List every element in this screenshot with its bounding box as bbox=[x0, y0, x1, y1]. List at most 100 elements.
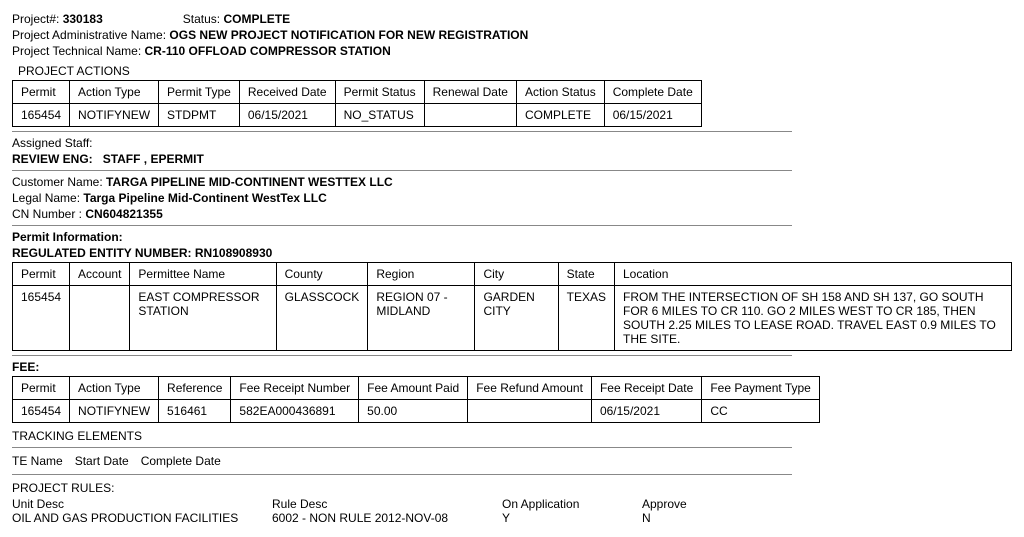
permit-info-table: Permit Account Permittee Name County Reg… bbox=[12, 262, 1012, 351]
project-num-label: Project#: bbox=[12, 12, 59, 26]
col-header: Renewal Date bbox=[424, 81, 516, 104]
table-row: 165454 NOTIFYNEW 516461 582EA000436891 5… bbox=[13, 400, 820, 423]
customer-line: Customer Name: TARGA PIPELINE MID-CONTIN… bbox=[12, 175, 1012, 189]
cell: 165454 bbox=[13, 400, 70, 423]
col-header: Action Status bbox=[516, 81, 604, 104]
col-header: Fee Refund Amount bbox=[468, 377, 592, 400]
col-header: Fee Receipt Number bbox=[231, 377, 359, 400]
cell: NOTIFYNEW bbox=[70, 400, 159, 423]
fee-table: Permit Action Type Reference Fee Receipt… bbox=[12, 376, 820, 423]
divider bbox=[12, 225, 792, 226]
regulated-entity-number: REGULATED ENTITY NUMBER: RN108908930 bbox=[12, 246, 1012, 260]
cn-label: CN Number : bbox=[12, 207, 82, 221]
assigned-staff-line: REVIEW ENG: STAFF , EPERMIT bbox=[12, 152, 1012, 166]
col-header: Approve bbox=[642, 497, 742, 511]
cell bbox=[424, 104, 516, 127]
table-header-row: Permit Action Type Permit Type Received … bbox=[13, 81, 702, 104]
tracking-table: TE Name Start Date Complete Date bbox=[12, 452, 233, 470]
legal-line: Legal Name: Targa Pipeline Mid-Continent… bbox=[12, 191, 1012, 205]
table-header-row: Permit Action Type Reference Fee Receipt… bbox=[13, 377, 820, 400]
admin-name: OGS NEW PROJECT NOTIFICATION FOR NEW REG… bbox=[169, 28, 528, 42]
col-header: Complete Date bbox=[141, 452, 233, 470]
cell: EAST COMPRESSOR STATION bbox=[130, 286, 276, 351]
project-num: 330183 bbox=[63, 12, 103, 26]
col-header: Permit Type bbox=[159, 81, 240, 104]
cell: 516461 bbox=[159, 400, 231, 423]
admin-name-label: Project Administrative Name: bbox=[12, 28, 166, 42]
col-header: Permittee Name bbox=[130, 263, 276, 286]
col-header: Action Type bbox=[70, 377, 159, 400]
cell: 06/15/2021 bbox=[591, 400, 701, 423]
table-header-row: Permit Account Permittee Name County Reg… bbox=[13, 263, 1012, 286]
divider bbox=[12, 474, 792, 475]
project-actions-table: Permit Action Type Permit Type Received … bbox=[12, 80, 702, 127]
col-header: Permit bbox=[13, 81, 70, 104]
cn-line: CN Number : CN604821355 bbox=[12, 207, 1012, 221]
col-header: Action Type bbox=[70, 81, 159, 104]
status-value: COMPLETE bbox=[223, 12, 290, 26]
divider bbox=[12, 355, 792, 356]
col-header: Fee Amount Paid bbox=[359, 377, 468, 400]
cell: COMPLETE bbox=[516, 104, 604, 127]
cell bbox=[70, 286, 130, 351]
cell: FROM THE INTERSECTION OF SH 158 AND SH 1… bbox=[615, 286, 1012, 351]
cell: GLASSCOCK bbox=[276, 286, 368, 351]
col-header: Permit bbox=[13, 263, 70, 286]
col-header: County bbox=[276, 263, 368, 286]
tracking-title: TRACKING ELEMENTS bbox=[12, 429, 1012, 443]
col-header: Fee Payment Type bbox=[702, 377, 820, 400]
divider bbox=[12, 447, 792, 448]
cell: OIL AND GAS PRODUCTION FACILITIES bbox=[12, 511, 272, 525]
col-header: State bbox=[558, 263, 614, 286]
table-row: 165454 NOTIFYNEW STDPMT 06/15/2021 NO_ST… bbox=[13, 104, 702, 127]
col-header: Account bbox=[70, 263, 130, 286]
divider bbox=[12, 170, 792, 171]
cell: Y bbox=[502, 511, 642, 525]
cell: 50.00 bbox=[359, 400, 468, 423]
cell: REGION 07 - MIDLAND bbox=[368, 286, 475, 351]
cell: N bbox=[642, 511, 742, 525]
col-header: Received Date bbox=[239, 81, 335, 104]
col-header: Fee Receipt Date bbox=[591, 377, 701, 400]
permit-info-title: Permit Information: bbox=[12, 230, 1012, 244]
col-header: Unit Desc bbox=[12, 497, 272, 511]
cell: 165454 bbox=[13, 286, 70, 351]
cell: STDPMT bbox=[159, 104, 240, 127]
project-header: Project#: 330183 Status: COMPLETE bbox=[12, 12, 1012, 26]
cell: TEXAS bbox=[558, 286, 614, 351]
col-header: City bbox=[475, 263, 558, 286]
rules-data-row: OIL AND GAS PRODUCTION FACILITIES 6002 -… bbox=[12, 511, 1012, 525]
project-actions-title: PROJECT ACTIONS bbox=[18, 64, 1012, 78]
admin-name-line: Project Administrative Name: OGS NEW PRO… bbox=[12, 28, 1012, 42]
project-rules-title: PROJECT RULES: bbox=[12, 481, 1012, 495]
customer-label: Customer Name: bbox=[12, 175, 103, 189]
col-header: Rule Desc bbox=[272, 497, 502, 511]
cell: 6002 - NON RULE 2012-NOV-08 bbox=[272, 511, 502, 525]
cell: 06/15/2021 bbox=[239, 104, 335, 127]
tech-name: CR-110 OFFLOAD COMPRESSOR STATION bbox=[145, 44, 391, 58]
col-header: Location bbox=[615, 263, 1012, 286]
staff-role: REVIEW ENG: bbox=[12, 152, 93, 166]
col-header: Permit Status bbox=[335, 81, 424, 104]
col-header: TE Name bbox=[12, 452, 75, 470]
divider bbox=[12, 131, 792, 132]
cell: 06/15/2021 bbox=[604, 104, 701, 127]
col-header: Complete Date bbox=[604, 81, 701, 104]
col-header: Permit bbox=[13, 377, 70, 400]
cell: 582EA000436891 bbox=[231, 400, 359, 423]
legal-label: Legal Name: bbox=[12, 191, 80, 205]
cell: CC bbox=[702, 400, 820, 423]
cell: NOTIFYNEW bbox=[70, 104, 159, 127]
table-row: 165454 EAST COMPRESSOR STATION GLASSCOCK… bbox=[13, 286, 1012, 351]
tech-name-label: Project Technical Name: bbox=[12, 44, 141, 58]
cn-number: CN604821355 bbox=[85, 207, 162, 221]
tech-name-line: Project Technical Name: CR-110 OFFLOAD C… bbox=[12, 44, 1012, 58]
col-header: On Application bbox=[502, 497, 642, 511]
customer-name: TARGA PIPELINE MID-CONTINENT WESTTEX LLC bbox=[106, 175, 393, 189]
table-header-row: TE Name Start Date Complete Date bbox=[12, 452, 233, 470]
fee-title: FEE: bbox=[12, 360, 1012, 374]
cell: 165454 bbox=[13, 104, 70, 127]
rules-header-row: Unit Desc Rule Desc On Application Appro… bbox=[12, 497, 1012, 511]
col-header: Start Date bbox=[75, 452, 141, 470]
cell: GARDEN CITY bbox=[475, 286, 558, 351]
